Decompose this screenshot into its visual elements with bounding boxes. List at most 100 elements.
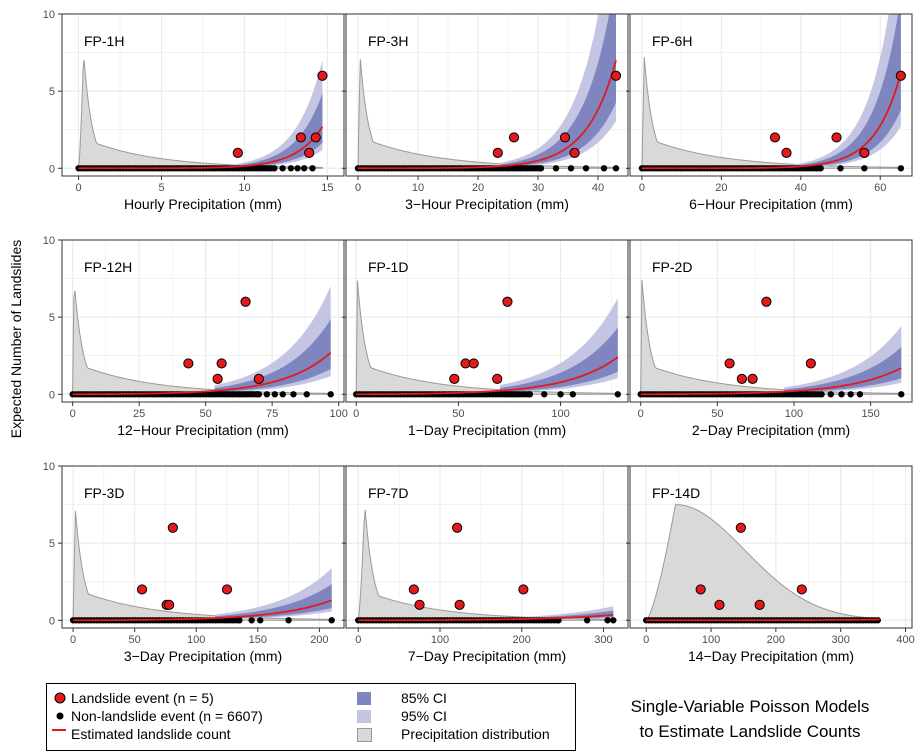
x-tick-label: 15	[321, 182, 333, 194]
caption-line-2: to Estimate Landslide Counts	[639, 722, 861, 741]
landslide-event-point	[414, 599, 425, 610]
panel-title: FP-3D	[84, 485, 124, 501]
x-tick-label: 100	[785, 408, 803, 420]
x-tick-label: 300	[832, 634, 850, 646]
non-landslide-point	[255, 391, 263, 398]
landslide-event-point	[747, 373, 758, 384]
non-landslide-point	[328, 617, 335, 624]
estimated-count-key	[52, 729, 66, 731]
panel-border	[61, 465, 345, 629]
legend-precip-dist: Precipitation distribution	[401, 726, 550, 742]
landslide-event-point	[714, 599, 725, 610]
landslide-event-point	[310, 132, 321, 143]
ci95-key	[357, 710, 371, 723]
landslide-event-point	[221, 584, 233, 595]
legend: Landslide event (n = 5) Non-landslide ev…	[46, 683, 576, 751]
precip-dist-key	[357, 728, 372, 742]
x-axis-label: 2−Day Precipitation (mm)	[692, 422, 850, 438]
non-landslide-point	[847, 391, 854, 398]
panel-border	[61, 239, 345, 403]
landslide-event-point	[559, 132, 571, 143]
landslide-event-point	[502, 296, 513, 307]
x-tick-label: 5	[158, 182, 164, 194]
non-landslide-point	[582, 165, 590, 172]
x-tick-label: 50	[129, 634, 141, 646]
landslide-event-point	[216, 358, 227, 369]
landslide-event-point	[695, 584, 706, 595]
panel-title: FP-3H	[368, 33, 408, 49]
landslide-event-point	[769, 132, 781, 143]
precipitation-distribution	[357, 59, 617, 169]
ci85-band	[215, 584, 332, 619]
y-tick-label: 10	[43, 9, 55, 21]
y-tick-label: 5	[49, 312, 55, 324]
x-tick-label: 200	[310, 634, 328, 646]
x-tick-label: 20	[715, 182, 727, 194]
non-landslide-point	[583, 617, 591, 624]
x-axis-label: 6−Hour Precipitation (mm)	[689, 196, 853, 212]
x-tick-label: 20	[472, 182, 484, 194]
non-landslide-point	[279, 165, 286, 172]
ci85-band	[784, 347, 902, 393]
x-tick-label: 100	[702, 634, 720, 646]
x-tick-label: 200	[513, 634, 531, 646]
x-tick-label: 0	[643, 634, 649, 646]
y-tick-label: 0	[49, 615, 55, 627]
panel-border	[345, 465, 629, 629]
ci85-key	[357, 692, 371, 705]
landslide-event-point	[735, 522, 746, 533]
landslide-event-point	[232, 147, 243, 158]
ci95-band	[212, 59, 323, 168]
panel-border	[345, 13, 629, 177]
panel-title: FP-1D	[368, 259, 408, 275]
estimated-count-line	[357, 60, 617, 170]
precipitation-distribution	[72, 290, 332, 395]
legend-landslide-event: Landslide event (n = 5)	[71, 690, 214, 706]
non-landslide-events	[355, 617, 617, 624]
non-landslide-point	[817, 165, 824, 172]
panel-fp-14d: FP-14D 0 100 200 300 400 14−Day Precipitation …	[626, 465, 915, 664]
panel-border	[629, 465, 913, 629]
x-tick-label: 400	[896, 634, 914, 646]
non-landslide-point	[614, 391, 621, 398]
x-tick-label: 0	[76, 182, 82, 194]
non-landslide-point	[567, 165, 575, 172]
landslide-event-point	[253, 373, 264, 384]
landslide-event-point	[295, 132, 306, 143]
panel-fp-1h: FP-1H 0 5 10 15 0 5 10 Hourly Precipitation (mm)	[43, 9, 345, 212]
panel-fp-6h: FP-6H 0 20 40 60 6−Hour Precipitation (mm)	[626, 13, 913, 212]
landslide-event-point	[781, 147, 792, 158]
ci85-band	[784, 14, 901, 168]
landslide-event-point	[454, 599, 465, 610]
panel-fp-7d: FP-7D 0 100 200 300 7−Day Precipitation (mm)	[342, 465, 629, 664]
panel-title: FP-14D	[652, 485, 700, 501]
x-tick-label: 0	[355, 182, 361, 194]
landslide-event-point	[136, 584, 148, 595]
landslide-event-point	[796, 584, 807, 595]
x-axis-label: 3−Day Precipitation (mm)	[124, 648, 282, 664]
landslide-event-point	[167, 522, 178, 533]
x-tick-label: 40	[795, 182, 807, 194]
x-tick-label: 50	[200, 408, 212, 420]
non-landslide-point	[526, 391, 534, 398]
non-landslide-point	[271, 391, 279, 398]
y-tick-label: 10	[43, 461, 55, 473]
legend-non-landslide-event: Non-landslide event (n = 6607)	[71, 708, 263, 724]
non-landslide-point	[263, 391, 271, 398]
x-tick-label: 0	[70, 408, 76, 420]
landslide-event-point	[183, 358, 194, 369]
panel-fp-3d: FP-3D 0 50 100 150 200 0 5 10 3−Day Precipitation…	[43, 461, 345, 664]
panel-title: FP-1H	[84, 33, 124, 49]
landslide-event-point	[610, 70, 622, 81]
non-landslide-point	[327, 391, 334, 398]
x-axis-label: 1−Day Precipitation (mm)	[408, 422, 566, 438]
non-landslide-point	[257, 617, 264, 624]
y-tick-label: 5	[49, 538, 55, 550]
landslide-event-point	[736, 373, 747, 384]
x-axis-label: 3−Hour Precipitation (mm)	[405, 196, 569, 212]
x-tick-label: 300	[594, 634, 612, 646]
non-landslide-point	[827, 391, 834, 398]
figure-caption: Single-Variable Poisson Models to Estima…	[590, 694, 910, 744]
landslide-event-point	[508, 132, 520, 143]
